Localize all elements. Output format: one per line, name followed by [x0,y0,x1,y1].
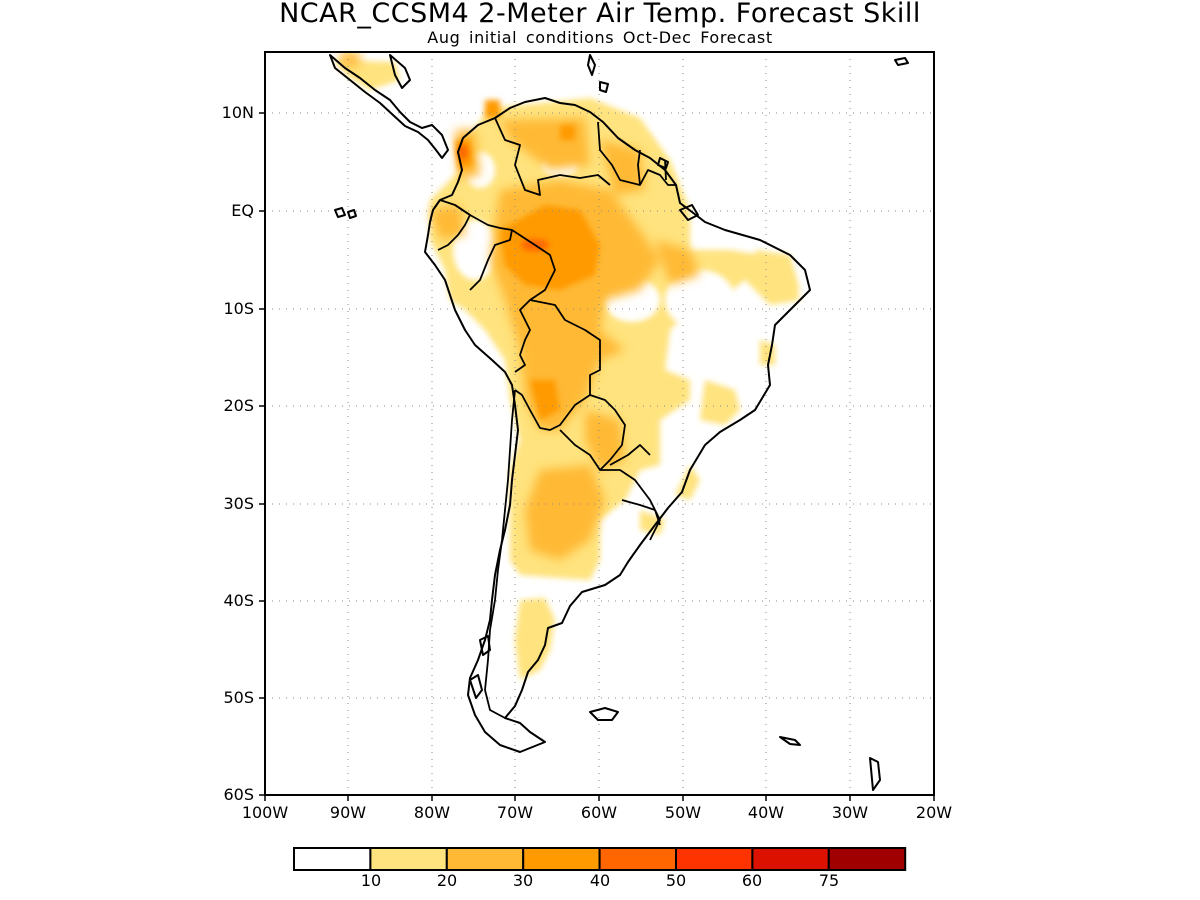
lon-label-90w: 90W [329,803,367,822]
colorbar-swatch [293,847,372,871]
lat-label-30s: 30S [223,494,254,513]
lat-label-50s: 50S [223,688,254,707]
colorbar-label-50: 50 [665,871,687,890]
country-borders [437,117,676,719]
lon-label-50w: 50W [664,803,702,822]
lon-label-70w: 70W [496,803,534,822]
colorbar-swatch [522,847,601,871]
lat-label-10s: 10S [223,299,254,318]
lon-label-40w: 40W [747,803,785,822]
colorbar-label-10: 10 [360,871,382,890]
lat-label-eq: EQ [231,201,254,220]
colorbar-swatch [675,847,754,871]
colorbar-label-20: 20 [436,871,458,890]
lon-label-20w: 20W [915,803,953,822]
map-subtitle: Aug initial conditions Oct-Dec Forecast [427,28,773,47]
colorbar-swatch [369,847,448,871]
colorbar-swatch [598,847,677,871]
coastlines [329,54,909,791]
colorbar-swatch [445,847,525,871]
colorbar-label-60: 60 [741,871,763,890]
colorbar-swatch [751,847,830,871]
map-title: NCAR_CCSM4 2-Meter Air Temp. Forecast Sk… [279,0,921,29]
colorbar-label-40: 40 [589,871,611,890]
colorbar [293,847,907,871]
lat-label-40s: 40S [223,591,254,610]
lat-label-10n: 10N [221,103,254,122]
lat-label-60s: 60S [223,785,254,804]
lon-label-80w: 80W [413,803,451,822]
lat-label-20s: 20S [223,396,254,415]
lon-label-60w: 60W [580,803,618,822]
lon-label-30w: 30W [831,803,869,822]
lon-label-100w: 100W [241,803,289,822]
gridlines [265,52,934,795]
axis-ticks [259,112,935,801]
colorbar-swatch [827,847,907,871]
colorbar-label-75: 75 [818,871,840,890]
colorbar-label-30: 30 [512,871,534,890]
